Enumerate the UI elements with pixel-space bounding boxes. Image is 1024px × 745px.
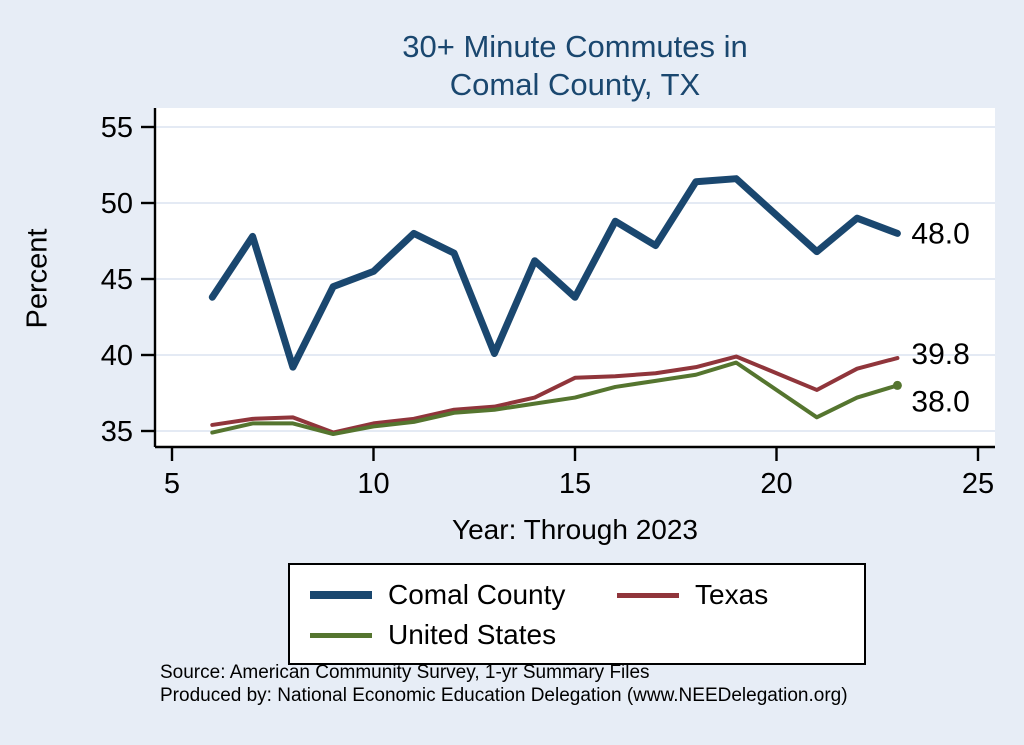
y-tick-label: 50: [101, 188, 133, 220]
series-line-comal-county: [208, 175, 901, 371]
y-tick-label: 40: [101, 340, 133, 372]
legend-swatch: [617, 592, 680, 598]
source-notes: Source: American Community Survey, 1-yr …: [160, 662, 848, 708]
legend-label: United States: [388, 619, 557, 650]
y-tick-label: 45: [101, 264, 133, 296]
x-tick-label: 20: [760, 468, 792, 500]
x-tick-label: 25: [962, 468, 994, 500]
end-label-texas: 39.8: [911, 338, 969, 371]
x-tick-label: 15: [559, 468, 591, 500]
series-line-united-states: [210, 360, 900, 437]
chart-title-line2: Comal County, TX: [449, 66, 701, 102]
legend-item-texas: Texas: [617, 581, 844, 609]
y-tick-label: 55: [101, 112, 133, 144]
legend-swatch: [310, 632, 372, 638]
legend-label: Texas: [695, 579, 769, 610]
legend: Comal County Texas United States: [288, 563, 866, 665]
legend-item-comal-county: Comal County: [310, 581, 617, 609]
legend-label: Comal County: [388, 579, 566, 610]
x-axis-title: Year: Through 2023: [452, 514, 698, 545]
x-tick-label: 5: [164, 468, 180, 500]
y-tick-label: 35: [101, 416, 133, 448]
end-label-comal-county: 48.0: [911, 217, 969, 250]
produced-by-line: Produced by: National Economic Education…: [160, 684, 848, 706]
legend-item-united-states: United States: [310, 621, 617, 649]
source-line: Source: American Community Survey, 1-yr …: [160, 662, 650, 683]
legend-swatch: [310, 591, 372, 599]
end-marker: [892, 380, 902, 390]
chart-title-line1: 30+ Minute Commutes in: [402, 29, 748, 64]
legend-grid: Comal County Texas United States: [290, 565, 864, 663]
chart-title: 30+ Minute Commutes in Comal County, TX: [155, 28, 995, 104]
x-tick-label: 10: [357, 468, 389, 500]
series-line-texas: [210, 354, 900, 435]
end-label-united-states: 38.0: [911, 385, 969, 418]
